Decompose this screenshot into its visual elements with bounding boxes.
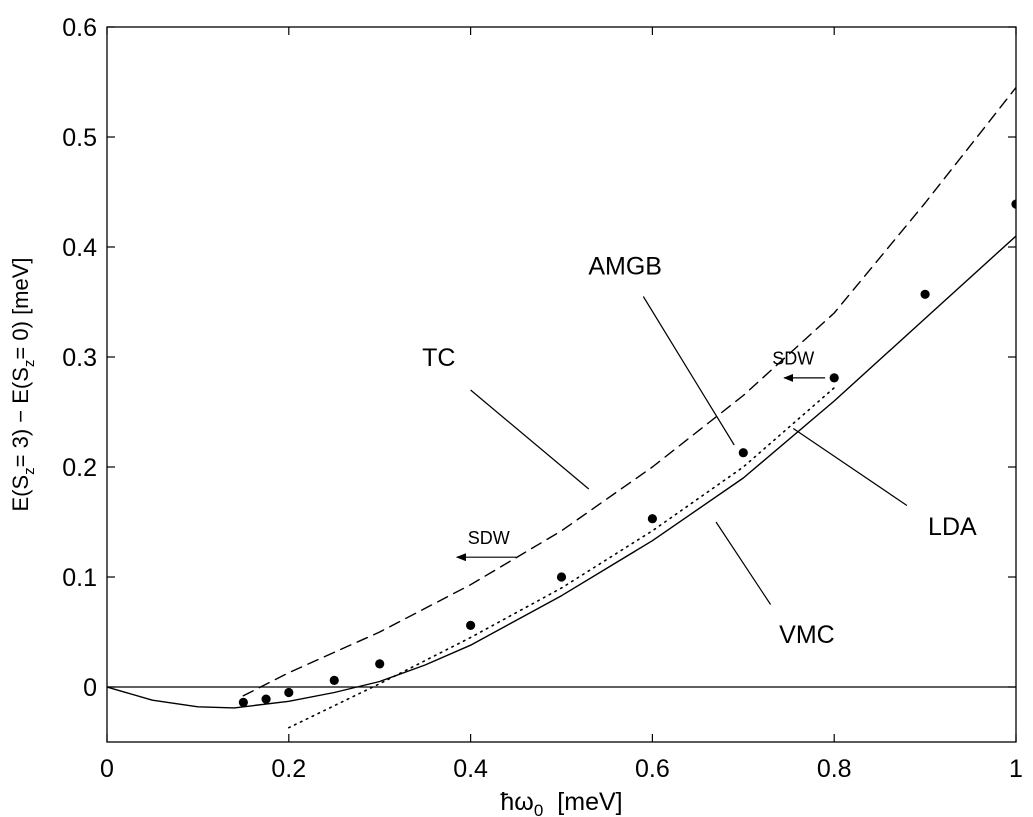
data-point-amgb — [1011, 199, 1016, 209]
annotation-tc-label: TC — [422, 344, 455, 372]
data-point-amgb — [466, 620, 476, 631]
series-line-vmc — [107, 235, 1016, 709]
annotation-vmc-label: VMC — [779, 621, 835, 649]
y-tick-label: 0 — [83, 674, 97, 702]
x-tick-label: 1 — [1009, 755, 1023, 783]
x-axis-label: ħω0 [meV] — [500, 788, 622, 817]
series-line-tc — [242, 86, 1016, 697]
y-tick-label: 0.1 — [62, 564, 97, 592]
data-point-amgb — [647, 514, 658, 524]
y-axis-label: E(Sz= 3) − E(Sz= 0) [meV] — [8, 257, 38, 511]
data-point-amgb — [829, 373, 839, 383]
data-point-amgb — [238, 697, 248, 708]
data-point-amgb — [738, 448, 748, 458]
y-tick-label: 0.4 — [62, 234, 97, 262]
annotation-sdw-label: SDW — [772, 349, 814, 369]
x-tick-label: 0.4 — [453, 755, 488, 783]
data-point-amgb — [284, 687, 294, 698]
data-point-amgb — [261, 694, 271, 704]
x-tick-label: 0.2 — [271, 755, 306, 783]
annotation-sdw-label: SDW — [468, 528, 510, 548]
x-tick-label: 0 — [100, 755, 114, 783]
data-point-amgb — [329, 675, 339, 686]
data-point-amgb — [375, 659, 385, 669]
annotation-tc-leader — [470, 389, 590, 490]
y-tick-label: 0.2 — [62, 454, 97, 482]
data-point-amgb — [556, 572, 567, 582]
annotation-amgb-label: AMGB — [588, 253, 662, 281]
annotation-lda-leader — [792, 428, 908, 506]
annotation-lda-label: LDA — [928, 513, 977, 541]
data-point-amgb — [920, 289, 930, 299]
y-tick-label: 0.5 — [62, 124, 97, 152]
axes-layer — [106, 26, 1017, 743]
plot-frame — [106, 26, 1017, 743]
y-tick-label: 0.3 — [62, 344, 97, 372]
text-layer: 0 0.2 0.4 0.6 0.8 1 0 0.1 0.2 0.3 0.4 0.5 0.6 ħω0 [meV… — [8, 14, 1023, 817]
annotation-vmc-leader — [715, 521, 772, 605]
x-tick-label: 0.6 — [635, 755, 670, 783]
annotation-amgb-leader — [642, 296, 735, 446]
y-tick-label: 0.6 — [62, 14, 97, 42]
plot-layer — [107, 86, 1016, 729]
x-tick-label: 0.8 — [817, 755, 852, 783]
series-line-lda — [287, 386, 836, 729]
